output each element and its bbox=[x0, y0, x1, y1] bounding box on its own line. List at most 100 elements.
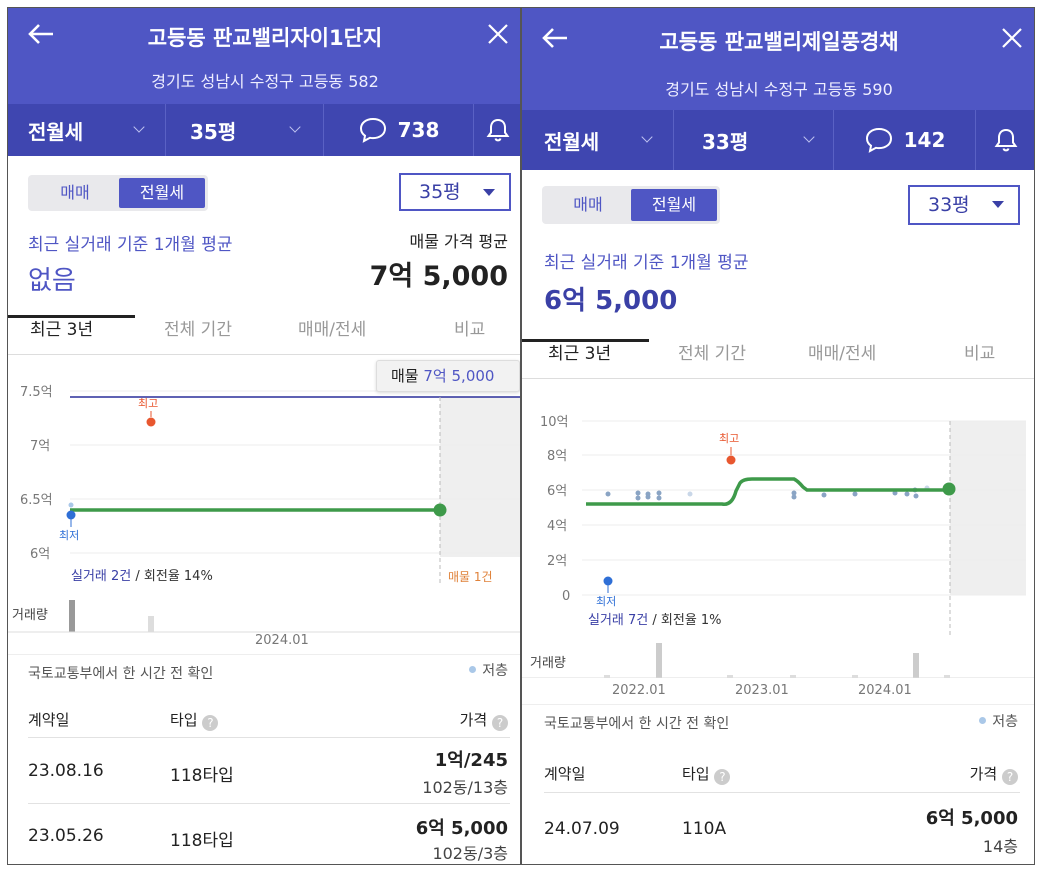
trade-point bbox=[791, 490, 797, 496]
divider bbox=[28, 803, 510, 804]
comments-button[interactable]: 738 bbox=[324, 104, 474, 156]
volume-label: 거래량 bbox=[530, 656, 566, 671]
alarm-button[interactable] bbox=[474, 104, 520, 156]
tab-recent-3y[interactable]: 최근 3년 bbox=[30, 320, 94, 340]
legend-low-floor-label: 저층 bbox=[482, 663, 508, 679]
trade-point bbox=[635, 490, 641, 496]
segment-rent[interactable]: 전월세 bbox=[119, 178, 205, 208]
source-note: 국토교통부에서 한 시간 전 확인 bbox=[544, 716, 730, 732]
deal-type-dropdown[interactable]: 전월세 bbox=[8, 104, 166, 156]
trade-point bbox=[791, 494, 797, 500]
trade-point bbox=[68, 502, 74, 508]
chevron-down-icon bbox=[641, 131, 653, 143]
close-icon[interactable] bbox=[1000, 26, 1024, 50]
tab-all-period[interactable]: 전체 기간 bbox=[678, 344, 746, 364]
help-icon[interactable]: ? bbox=[202, 715, 219, 731]
size-select[interactable]: 33평 bbox=[908, 185, 1020, 225]
filter-bar: 전월세 35평 738 bbox=[8, 104, 520, 156]
volume-bar bbox=[656, 643, 662, 678]
chevron-down-icon bbox=[289, 121, 301, 133]
tooltip-value: 7억 5,000 bbox=[423, 367, 495, 385]
size-dropdown[interactable]: 33평 bbox=[674, 110, 834, 170]
back-arrow-icon[interactable] bbox=[540, 24, 570, 52]
col-price-label: 가격 bbox=[459, 711, 488, 729]
row-detail: 102동/13층 bbox=[422, 778, 508, 797]
y-tick: 10억 bbox=[540, 415, 569, 430]
stats-text: 실거래 7건 / 회전율 1% bbox=[588, 613, 722, 628]
col-price-label: 가격 bbox=[969, 765, 998, 783]
future-zone bbox=[950, 421, 1026, 595]
listing-avg-label: 매물 가격 평균 bbox=[409, 232, 509, 251]
col-price: 가격 ? bbox=[970, 763, 1018, 785]
divider bbox=[544, 792, 1020, 793]
tab-all-period[interactable]: 전체 기간 bbox=[164, 320, 232, 340]
row-price: 1억/245 bbox=[434, 750, 508, 771]
segment-sale[interactable]: 매매 bbox=[573, 195, 603, 214]
segment-sale[interactable]: 매매 bbox=[60, 183, 90, 202]
tab-compare[interactable]: 비교 bbox=[964, 344, 996, 364]
deal-type-dropdown[interactable]: 전월세 bbox=[522, 110, 674, 170]
trade-point bbox=[656, 490, 662, 496]
stats-text: 실거래 2건 / 회전율 14% bbox=[71, 569, 213, 584]
col-date: 계약일 bbox=[28, 711, 70, 729]
help-icon[interactable]: ? bbox=[1002, 769, 1018, 785]
volume-bar bbox=[604, 675, 610, 678]
volume-bar bbox=[790, 675, 796, 678]
comments-button[interactable]: 142 bbox=[834, 110, 976, 170]
size-label: 33평 bbox=[702, 129, 749, 154]
stats-rate: / 회전율 14% bbox=[131, 569, 213, 584]
trade-point bbox=[913, 493, 919, 499]
comment-count: 738 bbox=[397, 118, 440, 142]
trade-point bbox=[904, 491, 910, 497]
chevron-down-icon bbox=[803, 131, 815, 143]
app-bar: 고등동 판교밸리자이1단지 경기도 성남시 수정구 고등동 582 bbox=[8, 8, 520, 104]
tooltip-label: 매물 bbox=[391, 367, 419, 385]
y-tick: 6억 bbox=[30, 547, 50, 562]
right-panel: 고등동 판교밸리제일풍경채 경기도 성남시 수정구 고등동 590 전월세 33… bbox=[521, 7, 1035, 865]
tab-underline bbox=[8, 315, 135, 318]
recent-avg-label: 최근 실거래 기준 1개월 평균 bbox=[28, 235, 233, 255]
price-chart: 10억 8억 6억 4억 2억 0 최고 bbox=[522, 415, 1034, 678]
close-icon[interactable] bbox=[486, 22, 510, 46]
low-point bbox=[66, 510, 76, 520]
source-note: 국토교통부에서 한 시간 전 확인 bbox=[28, 666, 214, 682]
high-point bbox=[146, 417, 156, 427]
legend-dot-icon bbox=[469, 666, 477, 673]
tab-sale-jeonse[interactable]: 매매/전세 bbox=[808, 344, 877, 364]
row-date: 23.08.16 bbox=[28, 761, 104, 781]
x-tick: 2024.01 bbox=[858, 683, 912, 698]
row-type: 118타입 bbox=[170, 831, 234, 851]
speech-bubble-icon bbox=[865, 127, 892, 153]
tab-recent-3y[interactable]: 최근 3년 bbox=[548, 344, 612, 364]
size-dropdown[interactable]: 35평 bbox=[166, 104, 324, 156]
price-chart: 7.5억 7억 6.5억 6억 최고 최저 실거래 2건 / 회전율 14% 매… bbox=[8, 385, 520, 633]
alarm-button[interactable] bbox=[976, 110, 1034, 170]
deal-type-label: 전월세 bbox=[544, 129, 600, 154]
app-bar: 고등동 판교밸리제일풍경채 경기도 성남시 수정구 고등동 590 bbox=[522, 8, 1034, 110]
back-arrow-icon[interactable] bbox=[26, 20, 56, 48]
row-detail: 102동/3층 bbox=[432, 844, 508, 863]
trend-line bbox=[586, 477, 950, 506]
low-label: 최저 bbox=[59, 529, 79, 542]
volume-label: 거래량 bbox=[12, 608, 48, 623]
tab-sale-jeonse[interactable]: 매매/전세 bbox=[298, 320, 367, 340]
size-select-value: 35평 bbox=[419, 181, 461, 203]
trend-end-point bbox=[942, 482, 956, 496]
complex-title: 고등동 판교밸리자이1단지 bbox=[147, 26, 383, 50]
y-tick: 7억 bbox=[30, 439, 50, 454]
volume-bar bbox=[727, 675, 733, 678]
filter-bar: 전월세 33평 142 bbox=[522, 110, 1034, 170]
segment-rent[interactable]: 전월세 bbox=[631, 189, 717, 221]
complex-title: 고등동 판교밸리제일풍경채 bbox=[659, 30, 899, 54]
row-type: 110A bbox=[682, 819, 727, 839]
x-tick: 2022.01 bbox=[612, 683, 666, 698]
help-icon[interactable]: ? bbox=[492, 715, 508, 731]
help-icon[interactable]: ? bbox=[714, 769, 731, 785]
tab-compare[interactable]: 비교 bbox=[454, 320, 486, 340]
complex-address: 경기도 성남시 수정구 고등동 582 bbox=[151, 72, 379, 91]
size-select[interactable]: 35평 bbox=[399, 173, 511, 211]
period-tabs: 최근 3년 전체 기간 매매/전세 비교 bbox=[8, 315, 520, 355]
trade-point bbox=[821, 492, 827, 498]
deal-segment: 매매 전월세 bbox=[28, 175, 208, 211]
trade-point bbox=[635, 495, 641, 501]
